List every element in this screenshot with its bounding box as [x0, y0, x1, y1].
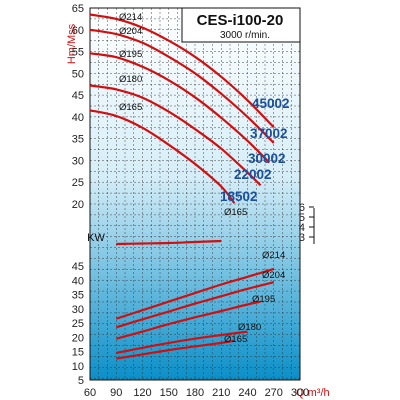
title-box — [181, 7, 301, 43]
chart-title: CES-i100-20 — [197, 12, 284, 29]
head-diameter-label: Ø214 — [119, 12, 142, 23]
flow-tick-label: 240 — [238, 387, 256, 399]
head-diameter-label: Ø165 — [119, 102, 142, 113]
head-end-label: Ø165 — [224, 207, 247, 218]
kw-tick-label: 40 — [72, 275, 84, 287]
kw-tick-label: 5 — [78, 375, 84, 387]
npsh-tick-label: 5 — [299, 212, 305, 224]
kw-tick-label: 30 — [72, 304, 84, 316]
flow-tick-label: 270 — [265, 387, 283, 399]
head-tick-label: 65 — [72, 3, 84, 15]
model-label: 30002 — [248, 151, 286, 166]
kw-tick-label: 20 — [72, 332, 84, 344]
model-label: 37002 — [250, 126, 288, 141]
head-tick-label: 50 — [72, 68, 84, 80]
chart-subtitle: 3000 r/min. — [220, 30, 270, 41]
power-diameter-label: Ø214 — [262, 250, 285, 261]
head-tick-label: 20 — [72, 199, 84, 211]
npsh-tick-label: 3 — [299, 232, 305, 244]
head-tick-label: 60 — [72, 25, 84, 37]
power-diameter-label: Ø195 — [252, 294, 275, 305]
head-tick-label: 35 — [72, 134, 84, 146]
model-label: 22002 — [234, 167, 272, 182]
head-tick-label: 30 — [72, 155, 84, 167]
kw-tick-label: 25 — [72, 318, 84, 330]
flow-tick-label: 150 — [160, 387, 178, 399]
npsh-curve — [116, 239, 222, 246]
power-diameter-label: Ø165 — [224, 334, 247, 345]
power-curve — [115, 281, 275, 329]
curves — [89, 13, 275, 360]
head-curve — [89, 28, 275, 144]
head-curve — [89, 84, 262, 187]
curve-labels: Ø214 45002 Ø204 37002 Ø195 30002 Ø180 22002 Ø165… — [119, 12, 290, 345]
head-curve — [89, 13, 275, 129]
head-curve — [89, 52, 271, 164]
head-diameter-label: Ø204 — [119, 26, 142, 37]
head-curve — [89, 109, 236, 204]
head-tick-label: 40 — [72, 112, 84, 124]
power-curve — [116, 339, 235, 360]
head-diameter-label: Ø195 — [119, 49, 142, 60]
kw-tick-label: 35 — [72, 290, 84, 302]
npsh-tick-label: 6 — [299, 202, 305, 214]
kw-tick-label: 15 — [72, 347, 84, 359]
kw-axis-label: KW — [87, 232, 105, 244]
power-diameter-label: Ø180 — [238, 322, 261, 333]
model-label: 45002 — [252, 96, 290, 111]
flow-tick-label: 60 — [84, 387, 96, 399]
power-curve — [115, 267, 275, 320]
flow-tick-label: 210 — [212, 387, 230, 399]
power-curve — [116, 300, 261, 340]
flow-tick-label: 300 — [291, 387, 309, 399]
flow-tick-label: 180 — [186, 387, 204, 399]
head-tick-label: 55 — [72, 47, 84, 59]
kw-tick-label: 10 — [72, 361, 84, 373]
head-axis-label: Hm/Mss — [66, 23, 78, 64]
npsh-tick-label: 4 — [299, 222, 305, 234]
head-tick-label: 45 — [72, 90, 84, 102]
head-diameter-label: Ø180 — [119, 74, 142, 85]
power-diameter-label: Ø204 — [262, 270, 285, 281]
power-curve — [116, 330, 248, 354]
kw-tick-label: 45 — [72, 261, 84, 273]
flow-tick-label: 120 — [133, 387, 151, 399]
model-label: 18502 — [220, 189, 258, 204]
flow-axis-label: Q m³/h — [296, 387, 330, 399]
flow-tick-label: 90 — [110, 387, 122, 399]
head-tick-label: 25 — [72, 177, 84, 189]
